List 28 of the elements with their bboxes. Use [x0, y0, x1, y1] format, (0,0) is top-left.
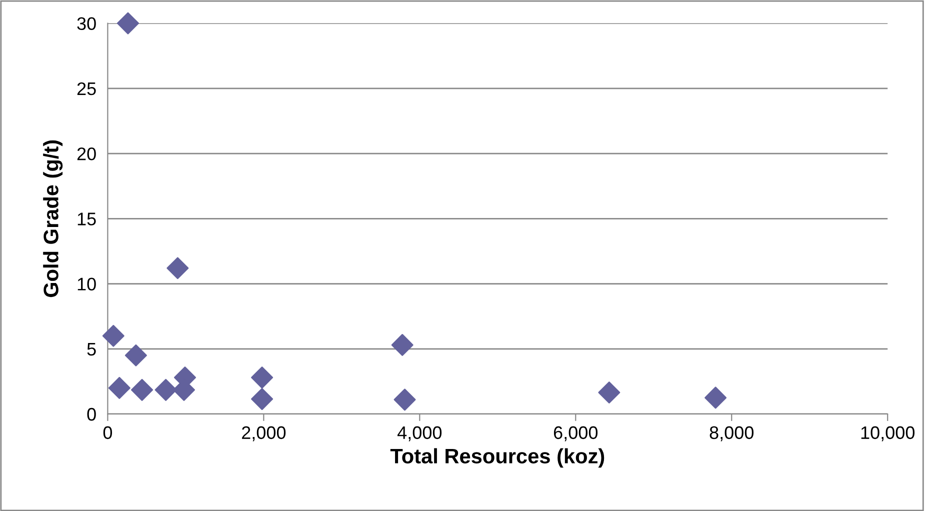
x-tick-label: 4,000	[397, 426, 442, 442]
y-axis-title: Gold Grade (g/t)	[43, 140, 63, 298]
y-tick-label: 5	[87, 343, 96, 356]
point	[131, 378, 154, 401]
x-tick-label: 8,000	[710, 426, 754, 442]
x-axis-title: Total Resources (koz)	[390, 448, 604, 468]
point	[154, 378, 177, 401]
point	[394, 388, 416, 411]
point	[391, 334, 414, 356]
point	[102, 324, 124, 347]
point	[108, 376, 130, 399]
y-tick-label: 15	[78, 212, 96, 226]
x-tick-label: 10,000	[861, 426, 915, 442]
point	[166, 257, 189, 280]
y-tick-label: 20	[77, 147, 96, 160]
point	[251, 366, 274, 389]
y-tick-label: 25	[77, 82, 96, 96]
x-tick-label: 2,000	[242, 426, 286, 442]
y-tick-label: 30	[77, 17, 96, 30]
x-tick-label: 0	[103, 426, 112, 440]
point	[251, 388, 274, 410]
point	[124, 344, 147, 366]
point	[598, 382, 620, 404]
x-tick-label: 6,000	[554, 426, 598, 442]
y-tick-label: 10	[78, 278, 96, 290]
point	[116, 12, 139, 34]
y-tick-label: 0	[87, 408, 96, 421]
point	[704, 386, 727, 409]
